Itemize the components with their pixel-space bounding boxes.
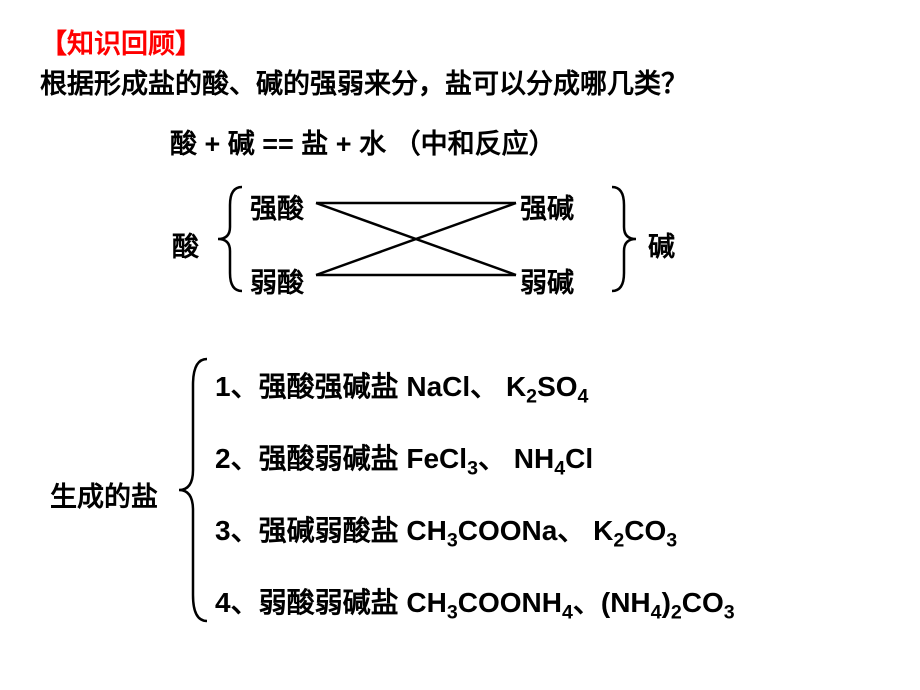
question-text: 根据形成盐的酸、碱的强弱来分，盐可以分成哪几类？ [40,62,688,101]
salt-row-1: 1、强酸强碱盐 NaCl、 K2SO4 [215,365,588,409]
salt-brace-icon [175,355,215,625]
title-heading: 【知识回顾】 [40,22,202,61]
equation-text: 酸 + 碱 == 盐 + 水 （中和反应） [170,122,556,161]
strong-acid-label: 强酸 [250,187,304,226]
row3-examples: CH3COONa、 K2CO3 [406,515,677,546]
row1-examples: NaCl、 K2SO4 [406,371,588,402]
weak-base-label: 弱碱 [520,261,574,300]
salts-label: 生成的盐 [50,475,158,514]
row2-num: 2、 [215,443,259,474]
row3-name: 强碱弱酸盐 [259,515,399,546]
row1-name: 强酸强碱盐 [259,371,399,402]
row3-num: 3、 [215,515,259,546]
row2-examples: FeCl3、 NH4Cl [406,443,593,474]
acid-label: 酸 [172,225,199,264]
left-brace-icon [212,185,252,293]
salt-row-4: 4、弱酸弱碱盐 CH3COONH4、(NH4)2CO3 [215,581,735,625]
cross-lines-icon [316,203,516,275]
row1-num: 1、 [215,371,259,402]
title-text: 【知识回顾】 [40,29,202,59]
row2-name: 强酸弱碱盐 [259,443,399,474]
base-label: 碱 [648,225,675,264]
salt-row-3: 3、强碱弱酸盐 CH3COONa、 K2CO3 [215,509,677,553]
salt-row-2: 2、强酸弱碱盐 FeCl3、 NH4Cl [215,437,593,481]
row4-num: 4、 [215,587,259,618]
strong-base-label: 强碱 [520,187,574,226]
weak-acid-label: 弱酸 [250,261,304,300]
row4-examples: CH3COONH4、(NH4)2CO3 [406,587,734,618]
right-brace-icon [602,185,642,293]
row4-name: 弱酸弱碱盐 [259,587,399,618]
salt-classification: 生成的盐 1、强酸强碱盐 NaCl、 K2SO4 2、强酸弱碱盐 FeCl3、 … [50,355,870,655]
cross-diagram: 酸 碱 强酸 弱酸 强碱 弱碱 [150,185,710,295]
